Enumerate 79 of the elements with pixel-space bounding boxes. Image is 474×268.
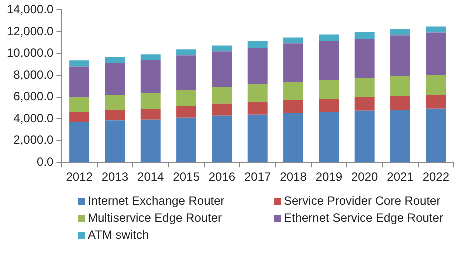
bar — [248, 84, 268, 102]
bar — [212, 52, 232, 88]
bar — [390, 36, 410, 76]
bar — [140, 60, 161, 94]
bar — [390, 29, 410, 36]
bar — [390, 96, 410, 110]
bar — [426, 108, 446, 162]
x-tick-label: 2019 — [316, 170, 343, 184]
y-tick-label: 10,000.0 — [6, 46, 54, 60]
bar — [248, 102, 268, 115]
legend-label: Internet Exchange Router — [88, 194, 225, 208]
x-tick-label: 2022 — [422, 170, 450, 184]
bar — [248, 48, 268, 84]
bar — [354, 110, 375, 162]
bar — [319, 99, 340, 112]
legend-label: ATM switch — [88, 228, 150, 242]
x-tick-label: 2014 — [138, 170, 165, 184]
x-tick-label: 2021 — [387, 170, 414, 184]
bar — [140, 93, 161, 110]
bar — [319, 34, 340, 42]
bar — [284, 38, 304, 44]
bar — [354, 32, 375, 40]
bar — [426, 76, 446, 95]
bar — [176, 106, 197, 118]
bar — [70, 97, 90, 112]
bar — [390, 76, 410, 96]
x-tick-label: 2020 — [351, 170, 379, 184]
bar — [176, 56, 197, 90]
y-tick-label: 6,000.0 — [14, 90, 54, 104]
bar — [319, 41, 340, 80]
bar — [105, 120, 126, 162]
bar — [212, 87, 232, 104]
bar — [319, 80, 340, 100]
y-tick-label: 4,000.0 — [14, 111, 54, 126]
bar — [70, 66, 90, 98]
bar — [105, 58, 126, 64]
bar — [140, 54, 161, 60]
x-tick-label: 2015 — [173, 170, 200, 184]
bar — [212, 46, 232, 52]
legend-label: Service Provider Core Router — [284, 194, 441, 208]
bar — [284, 82, 304, 100]
bar — [70, 60, 90, 67]
bar — [354, 97, 375, 111]
bar — [248, 41, 268, 48]
x-tick-label: 2013 — [102, 170, 129, 184]
x-tick-label: 2012 — [66, 170, 94, 184]
bar — [284, 113, 304, 162]
legend-label: Ethernet Service Edge Router — [284, 211, 444, 225]
bar — [284, 44, 304, 82]
x-tick-label: 2018 — [280, 170, 308, 184]
bar — [105, 64, 126, 96]
bar — [284, 100, 304, 114]
bar — [140, 109, 161, 120]
bar — [354, 39, 375, 78]
bar — [176, 118, 197, 162]
legend-label: Multiservice Edge Router — [88, 211, 222, 225]
y-tick-label: 0.0 — [37, 154, 54, 169]
bar — [70, 112, 90, 123]
bar — [140, 120, 161, 162]
bar — [319, 112, 340, 162]
bar — [354, 78, 375, 98]
bar — [176, 50, 197, 56]
y-tick-label: 2,000.0 — [14, 133, 54, 148]
bar — [426, 95, 446, 109]
y-tick-label: 12,000.0 — [6, 24, 54, 38]
x-tick-label: 2016 — [208, 170, 236, 184]
bar — [212, 104, 232, 116]
bar — [390, 110, 410, 162]
bar — [105, 95, 126, 110]
bar — [70, 122, 90, 162]
bar — [426, 32, 446, 76]
bar — [176, 90, 197, 106]
y-tick-label: 14,000.0 — [6, 2, 54, 17]
x-tick-label: 2017 — [244, 170, 272, 184]
bar — [212, 116, 232, 162]
bar — [426, 26, 446, 33]
bar — [248, 114, 268, 162]
bar — [105, 110, 126, 121]
y-tick-label: 8,000.0 — [14, 68, 54, 82]
